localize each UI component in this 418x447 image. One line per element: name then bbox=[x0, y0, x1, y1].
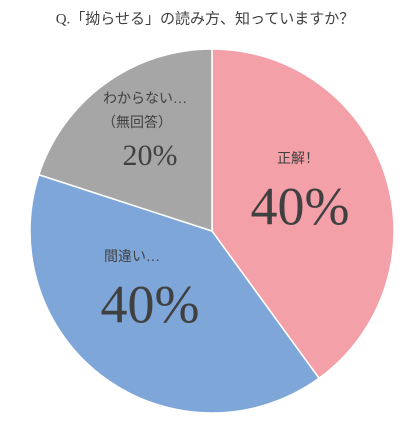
pie-slice bbox=[29, 173, 321, 414]
category-label: 間違い… bbox=[104, 249, 160, 265]
value-label: 40% bbox=[101, 274, 200, 334]
category-label-line: （無回答） bbox=[102, 114, 172, 131]
category-label-line: わからない… bbox=[103, 91, 187, 107]
pie-slice bbox=[211, 48, 395, 380]
value-label: 20% bbox=[123, 139, 178, 172]
pie-slice bbox=[37, 48, 213, 233]
category-label: わからない… （無回答） bbox=[102, 91, 187, 131]
value-label: 40% bbox=[251, 176, 350, 236]
category-label: 正解！ bbox=[277, 151, 319, 167]
chart-title: Q.「拗らせる」の読み方、知っていますか？ bbox=[56, 10, 355, 27]
